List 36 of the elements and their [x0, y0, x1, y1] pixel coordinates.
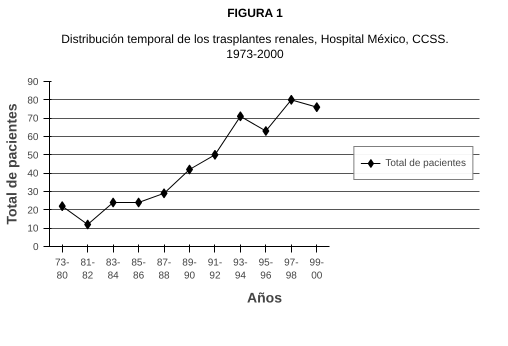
x-tick-label: 83-84: [106, 257, 120, 282]
y-axis-title: Total de pacientes: [3, 103, 20, 224]
x-tick-label: 95-96: [258, 257, 274, 282]
point: [135, 197, 142, 208]
legend-label: Total de pacientes: [385, 158, 466, 169]
y-tick-label: 70: [27, 114, 39, 125]
chart-subtitle: Distribución temporal de los trasplantes renales, Hospital México, CCSS. 1973-2000: [61, 32, 449, 61]
x-tick-label: 93-94: [233, 257, 248, 282]
point: [236, 111, 244, 122]
x-axis-title: Años: [247, 290, 282, 306]
y-tick-label: 90: [27, 76, 39, 88]
y-tick-label: 10: [27, 224, 39, 235]
x-tick-label: 85-86: [131, 257, 146, 282]
x-tick-label: 81-82: [80, 257, 95, 282]
point: [160, 188, 168, 198]
x-tick-label: 73-80: [55, 257, 70, 282]
y-tick-label: 60: [27, 132, 39, 143]
x-tick-label: 97-98: [284, 257, 299, 282]
x-tick-label: 87-88: [156, 257, 172, 282]
y-tick-label: 20: [27, 205, 39, 216]
y-tick-label: 0: [32, 242, 39, 253]
point: [58, 201, 66, 212]
point: [288, 94, 295, 105]
point: [313, 102, 320, 112]
point: [110, 197, 117, 208]
x-tick-label: 91-92: [208, 257, 222, 282]
y-tick-label: 40: [27, 168, 39, 180]
point: [262, 126, 270, 136]
x-tick-label: 99-00: [310, 257, 324, 282]
y-tick-label: 50: [27, 150, 39, 162]
y-tick-label: 80: [27, 95, 39, 106]
point: [84, 219, 92, 230]
y-tick-label: 30: [27, 186, 39, 198]
point: [211, 150, 218, 160]
x-tick-label: 89-90: [182, 257, 197, 282]
chart-title: FIGURA 1: [227, 6, 283, 20]
